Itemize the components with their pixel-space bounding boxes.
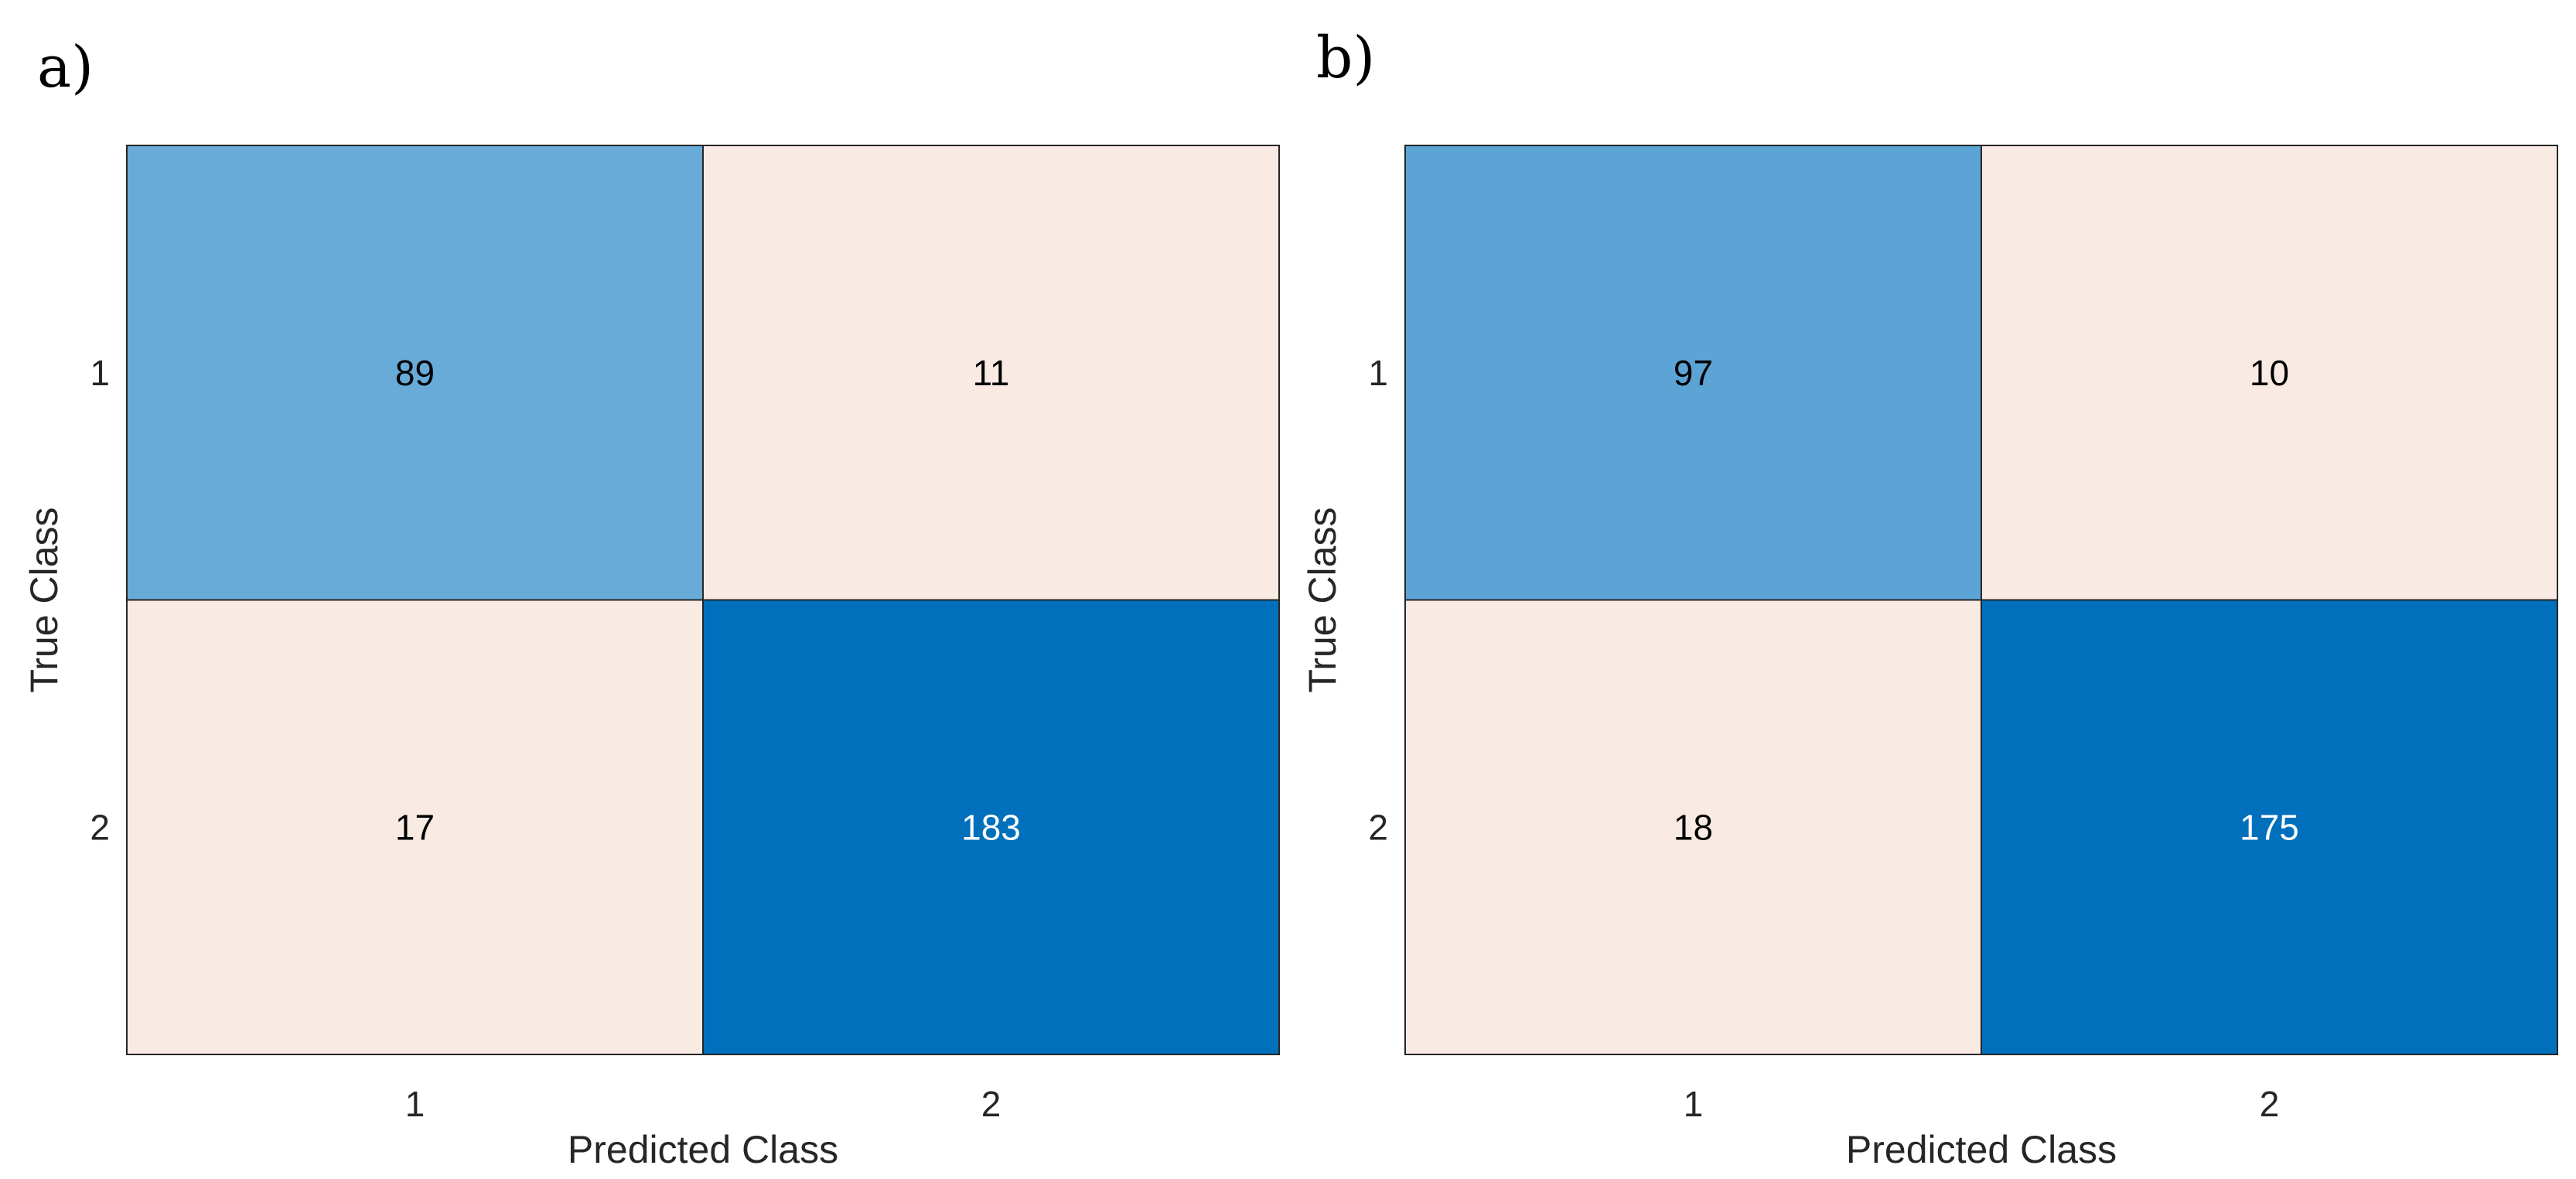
x-tick-label: 2 xyxy=(981,1084,1001,1124)
y-tick-label: 1 xyxy=(90,353,110,393)
y-tick-label: 2 xyxy=(1368,807,1388,847)
cell-value-label: 18 xyxy=(1674,807,1713,847)
cell-value-label: 183 xyxy=(961,807,1021,847)
cell-value-label: 97 xyxy=(1674,353,1713,393)
matrix-frame xyxy=(1404,145,2558,1055)
cell-value-label: 10 xyxy=(2250,353,2289,393)
matrix-cell xyxy=(702,145,1280,601)
matrix-frame xyxy=(126,145,1280,1055)
matrix-cell xyxy=(1981,145,2558,601)
x-tick-label: 1 xyxy=(405,1084,425,1124)
x-tick-label: 1 xyxy=(1684,1084,1704,1124)
panel-label: b) xyxy=(1316,25,1375,91)
matrix-cell xyxy=(702,599,1280,1055)
cell-value-label: 11 xyxy=(973,353,1010,393)
confusion-matrix-panel: a) 89 11 17 183 1 2 1 2 Predicted Class True Class xyxy=(22,34,1280,1171)
x-tick-label: 2 xyxy=(2260,1084,2280,1124)
panel-label: a) xyxy=(37,34,94,101)
y-axis-label: True Class xyxy=(1301,507,1344,693)
matrix-cell xyxy=(126,145,704,601)
matrix-cell xyxy=(1404,599,1982,1055)
y-tick-label: 1 xyxy=(1368,353,1388,393)
x-axis-label: Predicted Class xyxy=(568,1128,838,1171)
matrix-cell xyxy=(126,599,704,1055)
matrix-cell xyxy=(1981,599,2558,1055)
x-axis-label: Predicted Class xyxy=(1846,1128,2117,1171)
y-axis-label: True Class xyxy=(22,507,66,693)
y-tick-label: 2 xyxy=(90,807,110,847)
confusion-matrix-panel: b) 97 10 18 175 1 2 1 2 Predicted Class True Class xyxy=(1301,25,2558,1171)
cell-value-label: 175 xyxy=(2240,807,2299,847)
cell-value-label: 17 xyxy=(395,807,435,847)
cell-value-label: 89 xyxy=(395,353,435,393)
